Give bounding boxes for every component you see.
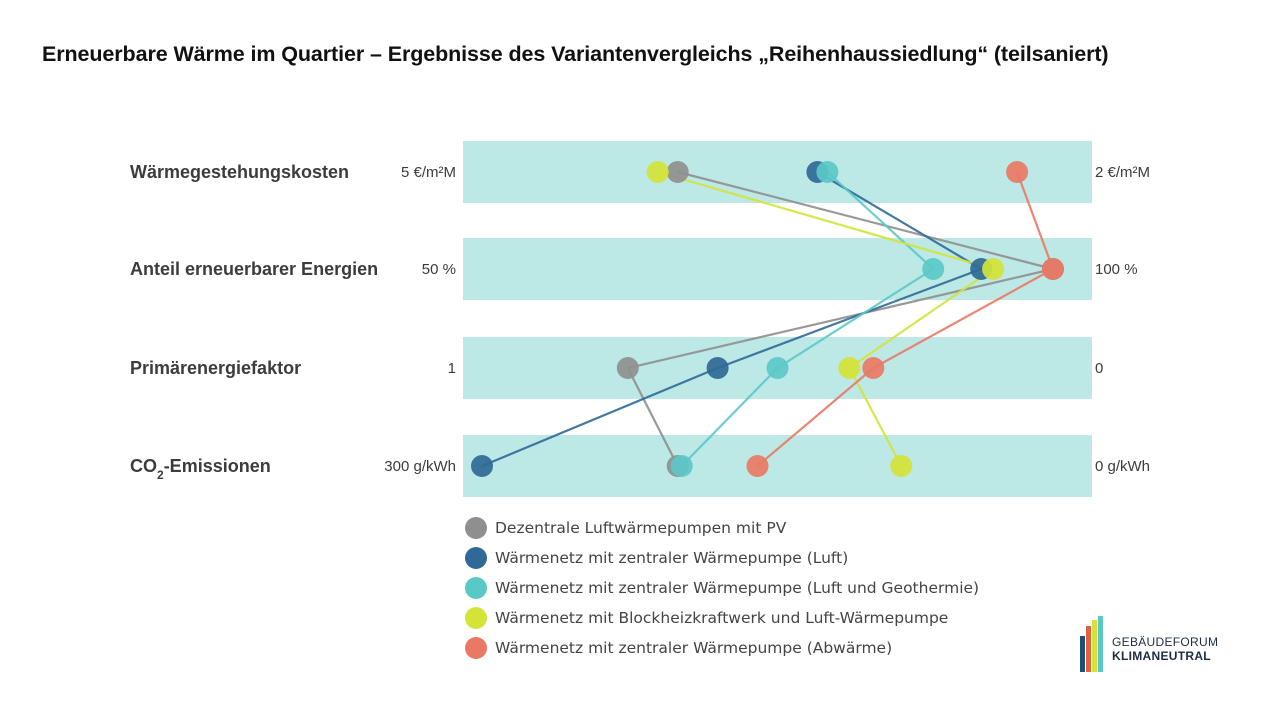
row-band [463,435,1092,497]
series-line [626,170,1054,467]
data-point [471,455,493,477]
axis-right-label: 100 % [1095,261,1138,278]
series-line [756,171,1055,467]
legend-swatch [465,517,487,539]
logo-bar [1080,636,1085,672]
legend-swatch [465,607,487,629]
data-point [670,455,693,477]
logo-line2: KLIMANEUTRAL [1112,649,1211,663]
data-point [922,258,945,280]
series-line [680,171,936,467]
row-label: CO2-Emissionen [130,456,271,482]
data-point [816,161,839,183]
series-line [481,171,984,468]
row-label: Wärmegestehungskosten [130,162,349,182]
data-point [616,357,639,379]
legend-swatch [465,577,487,599]
page-title: Erneuerbare Wärme im Quartier – Ergebnis… [42,42,1109,66]
legend-label: Wärmenetz mit zentraler Wärmepumpe (Abwä… [495,639,893,657]
data-point [982,258,1005,280]
data-point [838,357,861,379]
brand-logo: GEBÄUDEFORUM KLIMANEUTRAL [1080,616,1220,672]
legend-item: Wärmenetz mit Blockheizkraftwerk und Luf… [465,603,979,633]
legend-swatch [465,547,487,569]
axis-left-label: 50 % [422,261,456,278]
data-point [1006,161,1029,183]
legend-label: Dezentrale Luftwärmepumpen mit PV [495,519,787,537]
data-point [746,455,769,477]
axis-right-label: 0 [1095,360,1103,377]
logo-line1: GEBÄUDEFORUM [1112,635,1219,649]
data-point [666,161,689,183]
legend-swatch [465,637,487,659]
data-point [646,161,669,183]
row-band [463,141,1092,203]
data-point [766,357,789,379]
legend-label: Wärmenetz mit Blockheizkraftwerk und Luf… [495,609,949,627]
legend-item: Dezentrale Luftwärmepumpen mit PV [465,513,979,543]
data-point [706,357,729,379]
row-label: Primärenergiefaktor [130,358,301,378]
logo-bars-icon [1080,616,1110,672]
legend-item: Wärmenetz mit zentraler Wärmepumpe (Abwä… [465,633,979,663]
axis-left-label: 5 €/m²M [401,164,456,181]
logo-bar [1092,620,1097,672]
data-point [1042,258,1064,280]
axis-left-label: 300 g/kWh [384,458,456,475]
axis-right-label: 2 €/m²M [1095,164,1150,181]
logo-bar [1086,626,1091,672]
legend: Dezentrale Luftwärmepumpen mit PV Wärmene… [465,513,979,663]
axis-left-label: 1 [448,360,456,377]
data-point [862,357,885,379]
legend-item: Wärmenetz mit zentraler Wärmepumpe (Luft… [465,573,979,603]
series-line [657,170,996,467]
legend-label: Wärmenetz mit zentraler Wärmepumpe (Luft… [495,549,849,567]
legend-label: Wärmenetz mit zentraler Wärmepumpe (Luft… [495,579,980,597]
legend-item: Wärmenetz mit zentraler Wärmepumpe (Luft… [465,543,979,573]
axis-right-label: 0 g/kWh [1095,458,1150,475]
logo-bar [1098,616,1103,672]
data-point [890,455,913,477]
row-label: Anteil erneuerbarer Energien [130,259,378,279]
